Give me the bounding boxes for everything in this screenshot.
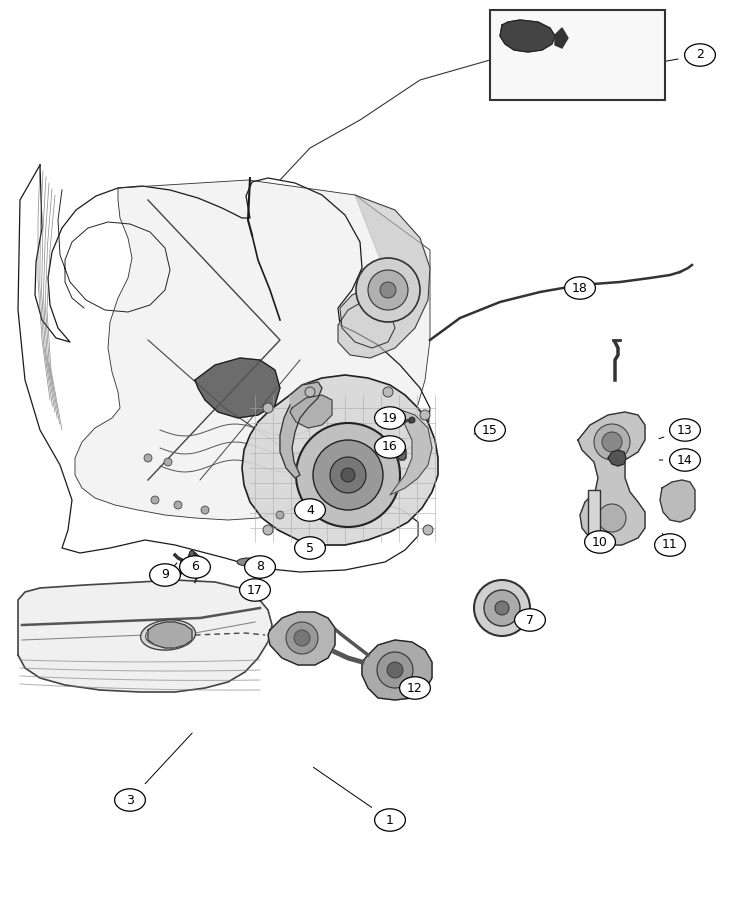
Circle shape: [598, 504, 626, 532]
Text: 8: 8: [256, 561, 264, 573]
Polygon shape: [268, 612, 335, 665]
Circle shape: [495, 601, 509, 615]
Circle shape: [286, 622, 318, 654]
Circle shape: [330, 457, 366, 493]
Circle shape: [383, 387, 393, 397]
Text: 11: 11: [662, 538, 678, 552]
Circle shape: [174, 501, 182, 509]
Ellipse shape: [115, 788, 145, 811]
Text: 12: 12: [407, 681, 423, 695]
Ellipse shape: [141, 620, 196, 650]
Text: 16: 16: [382, 440, 398, 454]
Polygon shape: [362, 640, 432, 700]
Text: 13: 13: [677, 424, 693, 436]
Ellipse shape: [685, 44, 715, 67]
Ellipse shape: [375, 809, 405, 832]
Ellipse shape: [150, 563, 180, 586]
Polygon shape: [555, 28, 568, 48]
Circle shape: [144, 454, 152, 462]
Text: 14: 14: [677, 454, 693, 466]
Text: 2: 2: [696, 49, 704, 61]
Circle shape: [409, 417, 415, 423]
Text: 19: 19: [382, 411, 398, 425]
Polygon shape: [188, 550, 196, 562]
Circle shape: [420, 410, 430, 420]
Text: 3: 3: [126, 794, 134, 806]
Ellipse shape: [295, 499, 325, 521]
Circle shape: [594, 424, 630, 460]
Text: 5: 5: [306, 542, 314, 554]
Ellipse shape: [670, 418, 700, 441]
Circle shape: [368, 270, 408, 310]
Polygon shape: [195, 358, 280, 418]
Ellipse shape: [654, 534, 685, 556]
Bar: [588, 490, 600, 545]
Text: 7: 7: [526, 614, 534, 626]
Polygon shape: [242, 375, 438, 545]
Ellipse shape: [399, 677, 431, 699]
Ellipse shape: [514, 608, 545, 631]
Ellipse shape: [179, 556, 210, 578]
Polygon shape: [148, 622, 192, 648]
Text: 1: 1: [386, 814, 394, 826]
Circle shape: [377, 652, 413, 688]
Ellipse shape: [295, 536, 325, 559]
Circle shape: [380, 282, 396, 298]
Text: 6: 6: [191, 561, 199, 573]
Circle shape: [263, 525, 273, 535]
Ellipse shape: [375, 407, 405, 429]
Circle shape: [602, 432, 622, 452]
Polygon shape: [290, 395, 332, 428]
Ellipse shape: [565, 277, 596, 299]
Polygon shape: [390, 408, 432, 495]
Ellipse shape: [375, 436, 405, 458]
Polygon shape: [578, 412, 645, 545]
Text: 9: 9: [161, 569, 169, 581]
Polygon shape: [398, 448, 406, 460]
Text: 15: 15: [482, 424, 498, 436]
Ellipse shape: [145, 624, 190, 646]
Circle shape: [387, 662, 403, 678]
Ellipse shape: [474, 418, 505, 441]
Circle shape: [201, 506, 209, 514]
Circle shape: [306, 508, 314, 516]
Bar: [490, 10, 665, 100]
Ellipse shape: [239, 579, 270, 601]
Circle shape: [356, 258, 420, 322]
Circle shape: [474, 580, 530, 636]
Circle shape: [423, 525, 433, 535]
Circle shape: [313, 440, 383, 510]
Circle shape: [164, 458, 172, 466]
Circle shape: [294, 630, 310, 646]
Ellipse shape: [237, 558, 259, 566]
Polygon shape: [500, 20, 555, 52]
Circle shape: [484, 590, 520, 626]
Circle shape: [341, 468, 355, 482]
Text: 10: 10: [592, 536, 608, 548]
Circle shape: [296, 423, 400, 527]
Ellipse shape: [670, 449, 700, 472]
Text: 18: 18: [572, 282, 588, 294]
Circle shape: [151, 496, 159, 504]
Polygon shape: [18, 580, 272, 692]
Text: 17: 17: [247, 583, 263, 597]
Circle shape: [276, 511, 284, 519]
Circle shape: [305, 387, 315, 397]
Circle shape: [263, 403, 273, 413]
Polygon shape: [660, 480, 695, 522]
Ellipse shape: [245, 556, 276, 578]
Text: 4: 4: [306, 503, 314, 517]
Polygon shape: [608, 450, 626, 466]
Polygon shape: [280, 382, 322, 478]
Polygon shape: [75, 180, 430, 520]
Ellipse shape: [585, 531, 615, 554]
Polygon shape: [338, 195, 430, 358]
